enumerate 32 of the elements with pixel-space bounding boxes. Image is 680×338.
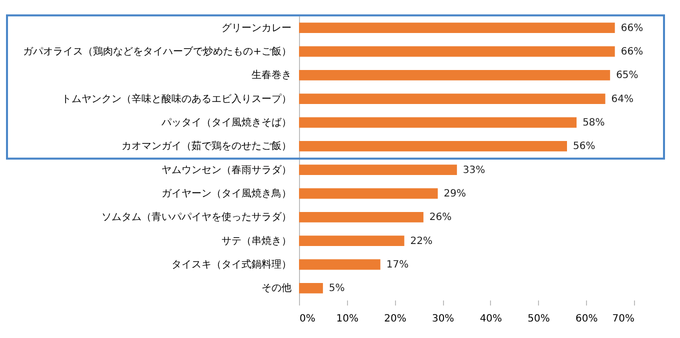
x-tick-label: 40%: [480, 314, 502, 324]
data-label: 26%: [429, 212, 452, 224]
data-label: 22%: [410, 236, 433, 247]
y-tick-label: ガイヤーン（タイ風焼き鳥）: [162, 188, 292, 200]
data-label: 65%: [616, 70, 638, 82]
x-tick-label: 10%: [336, 314, 358, 324]
x-tick-label: 20%: [384, 314, 406, 324]
y-tick-label: グリーンカレー: [222, 22, 292, 34]
x-tick-label: 0%: [300, 314, 316, 324]
x-tick-label: 50%: [528, 314, 550, 324]
data-label: 5%: [328, 283, 345, 294]
y-tick-label: カオマンガイ（茹で鶏をのせたご飯）: [122, 140, 292, 152]
y-tick-label: タイスキ（タイ式鍋料理）: [172, 258, 292, 270]
x-tick-label: 30%: [432, 314, 454, 324]
y-tick-label: トムヤンクン（辛味と酸味のあるエビ入りスープ）: [62, 92, 292, 105]
y-tick-label: その他: [262, 282, 292, 294]
data-label: 64%: [611, 94, 634, 105]
y-tick-label: 生春巻き: [252, 69, 292, 82]
data-label: 58%: [582, 118, 605, 128]
y-tick-label: サテ（串焼き）: [222, 234, 292, 247]
data-label: 66%: [620, 46, 644, 58]
y-tick-label: ヤムウンセン（春雨サラダ）: [162, 164, 292, 176]
data-label: 29%: [444, 188, 466, 200]
data-label: 33%: [462, 164, 486, 176]
x-tick-label: 70%: [612, 314, 634, 324]
y-tick-label: ガパオライス（鶏肉などをタイハーブで炒めたもの+ご飯）: [23, 46, 292, 58]
data-label: 56%: [573, 141, 596, 152]
data-label: 66%: [620, 22, 644, 34]
y-tick-label: ソムタム（青いパパイヤを使ったサラダ）: [102, 211, 292, 224]
data-label: 17%: [386, 260, 409, 270]
y-tick-label: パッタイ（タイ風焼きそば）: [160, 116, 292, 128]
x-tick-label: 60%: [576, 314, 598, 324]
